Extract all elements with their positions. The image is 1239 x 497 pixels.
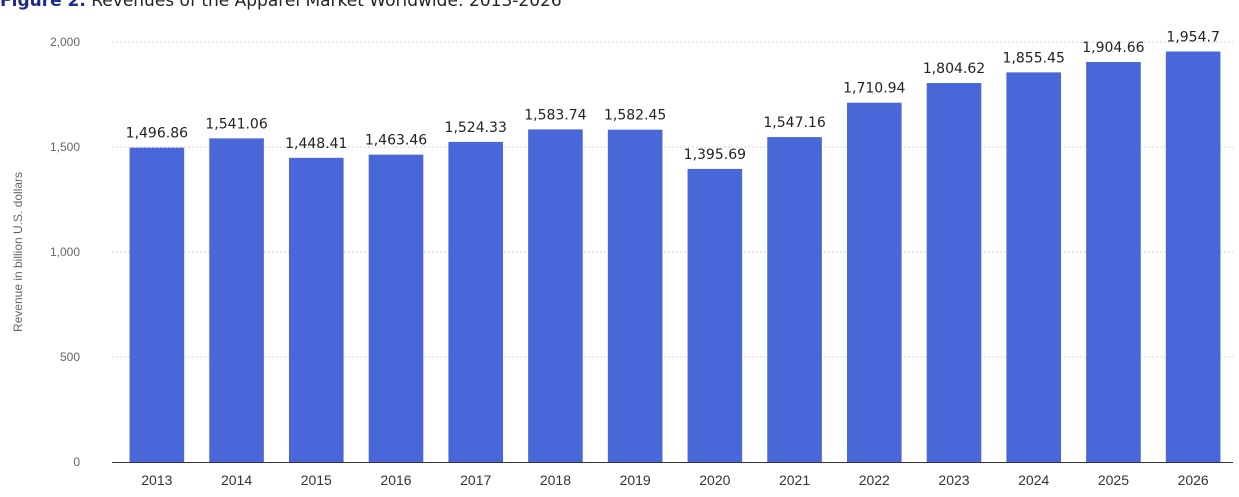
x-tick-label: 2015 — [301, 472, 332, 488]
bar — [448, 141, 504, 463]
data-labels: 1,496.86 1,541.06 1,448.41 1,463.46 1,524.33… — [126, 30, 1220, 163]
x-tick-label: 2017 — [460, 472, 491, 488]
data-label: 1,496.86 — [126, 126, 188, 142]
bar — [288, 157, 344, 462]
bars — [129, 51, 1221, 463]
bar — [846, 102, 902, 462]
x-tick-label: 2024 — [1018, 472, 1049, 488]
figure-label: Figure 2. — [0, 0, 86, 11]
y-axis-ticks: 0 500 1,000 1,500 2,000 — [50, 35, 80, 469]
x-tick-label: 2016 — [380, 472, 411, 488]
bar — [1006, 72, 1062, 462]
bar — [528, 129, 583, 462]
data-label: 1,395.69 — [684, 147, 746, 163]
data-label: 1,904.66 — [1082, 40, 1144, 56]
bar — [368, 154, 424, 462]
data-label: 1,855.45 — [1003, 50, 1065, 66]
y-tick-label: 1,000 — [50, 245, 80, 259]
x-tick-label: 2014 — [221, 472, 252, 488]
data-label: 1,583.74 — [524, 107, 586, 123]
data-label: 1,448.41 — [285, 136, 347, 152]
data-label: 1,954.7 — [1166, 30, 1219, 46]
y-tick-label: 500 — [60, 350, 80, 364]
data-label: 1,541.06 — [205, 116, 267, 132]
y-tick-label: 2,000 — [50, 35, 80, 49]
x-axis-ticks: 2013 2014 2015 2016 2017 2018 2019 2020 2021 2022… — [141, 472, 1209, 488]
x-tick-label: 2020 — [699, 472, 730, 488]
x-tick-label: 2018 — [540, 472, 571, 488]
data-label: 1,524.33 — [445, 120, 507, 136]
x-tick-label: 2023 — [938, 472, 969, 488]
data-label: 1,582.45 — [604, 108, 666, 124]
figure-title: Revenues of the Apparel Market Worldwide… — [91, 0, 562, 11]
data-label: 1,710.94 — [843, 81, 905, 97]
x-tick-label: 2019 — [620, 472, 651, 488]
y-tick-label: 1,500 — [50, 140, 80, 154]
data-label: 1,804.62 — [923, 61, 985, 77]
bar — [926, 83, 982, 463]
bar — [607, 129, 663, 463]
bar — [129, 147, 185, 462]
gridlines — [112, 41, 1233, 358]
x-tick-label: 2021 — [779, 472, 810, 488]
bar — [767, 137, 822, 462]
x-tick-label: 2013 — [141, 472, 172, 488]
y-tick-label: 0 — [73, 455, 80, 469]
x-tick-label: 2022 — [859, 472, 890, 488]
y-axis-title: Revenue in billion U.S. dollars — [11, 172, 25, 332]
figure-caption: Figure 2. Revenues of the Apparel Market… — [0, 0, 562, 11]
bar — [1086, 62, 1141, 463]
bar — [687, 168, 743, 463]
bar — [1165, 51, 1221, 462]
data-label: 1,463.46 — [365, 133, 427, 149]
x-tick-label: 2025 — [1098, 472, 1129, 488]
bar — [209, 138, 264, 463]
x-tick-label: 2026 — [1178, 472, 1209, 488]
data-label: 1,547.16 — [763, 115, 825, 131]
